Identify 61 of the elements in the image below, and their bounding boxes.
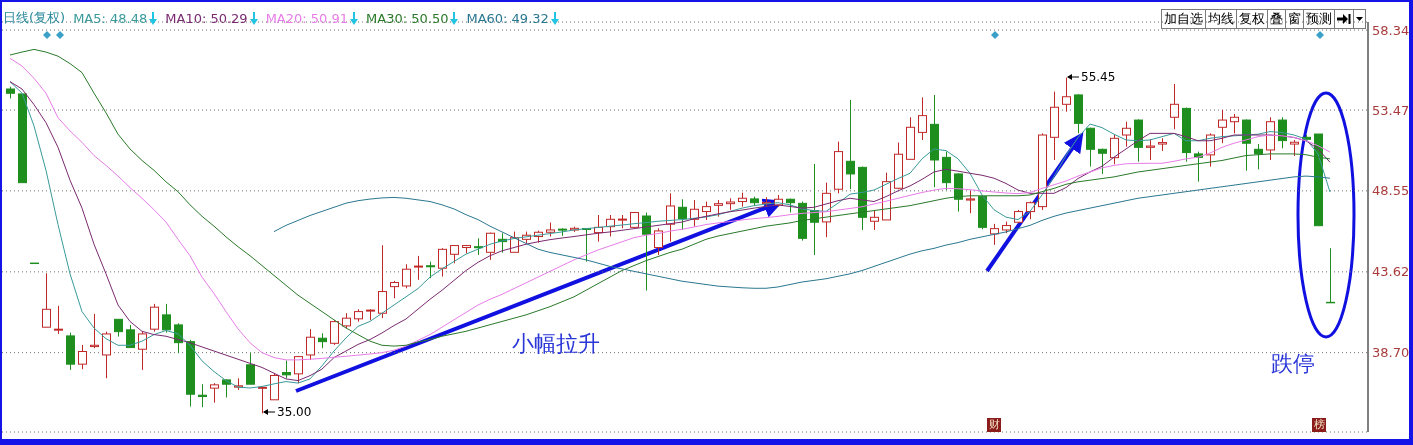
candlestick: [246, 352, 255, 385]
candlestick: [678, 198, 687, 231]
text: MA60: 49.32: [466, 10, 549, 26]
candlestick: [198, 383, 207, 408]
candlestick: [1122, 121, 1131, 148]
candlestick: [1254, 143, 1263, 170]
candlestick: [702, 201, 711, 221]
candlestick: [306, 328, 315, 361]
annotation: 小幅拉升: [512, 331, 600, 356]
candlestick: [654, 227, 663, 256]
candlestick: [1110, 134, 1119, 165]
candlestick: [1218, 109, 1227, 144]
candlestick: [330, 319, 339, 346]
annotation: 榜: [1312, 418, 1326, 432]
annotation: 均线: [1205, 9, 1237, 29]
annotation: 叠: [1267, 9, 1286, 29]
annotation: 加自选: [1161, 9, 1206, 29]
candlestick: [1230, 113, 1239, 134]
y-tick-label: 58.34: [1372, 22, 1410, 38]
candlestick: [870, 210, 879, 231]
annotation: 预测: [1303, 9, 1335, 29]
annotation: 复权: [1236, 9, 1268, 29]
text: MA10: 50.29: [165, 10, 248, 26]
annotation: 跌停: [1271, 351, 1315, 376]
candlestick: [90, 313, 99, 349]
chart-title: 日线(复权): [3, 9, 66, 27]
text: MA20: 50.91: [265, 10, 349, 26]
y-tick-label: 53.47: [1372, 102, 1410, 118]
candlestick: [294, 355, 303, 384]
candlestick: [438, 247, 447, 278]
candlestick: [210, 382, 219, 404]
candlestick: [1062, 77, 1071, 113]
annotation: 35.00: [277, 405, 312, 419]
y-tick-label: 43.62: [1372, 264, 1410, 280]
text: MA5: 48.48: [73, 10, 148, 26]
annotation: 窗: [1285, 9, 1304, 29]
candlestick: [414, 255, 423, 281]
candlestick: [1098, 148, 1107, 175]
annotation: 财: [987, 418, 1001, 432]
candlestick: [846, 99, 855, 190]
y-tick-label: 38.70: [1372, 345, 1410, 361]
annotation: 55.45: [1081, 70, 1116, 84]
candlestick: [1086, 127, 1095, 168]
candlestick: [990, 223, 999, 246]
line-series: [273, 175, 1331, 289]
y-tick-label: 48.55: [1372, 183, 1410, 199]
text: MA30: 50.50: [366, 10, 449, 26]
candlestick: [1146, 138, 1155, 161]
candlestick: [402, 263, 411, 289]
candlestick: [150, 303, 159, 333]
candlestick: [54, 305, 63, 335]
candlestick: [966, 190, 975, 214]
candlestick: [138, 331, 147, 371]
candlestick: [378, 244, 387, 319]
candlestick: [162, 303, 171, 334]
candlestick: [918, 96, 927, 141]
candlestick: [666, 192, 675, 243]
candlestick: [1170, 83, 1179, 130]
candlestick: [102, 331, 111, 379]
candlestick: [78, 344, 87, 370]
candlestick: [42, 272, 51, 328]
